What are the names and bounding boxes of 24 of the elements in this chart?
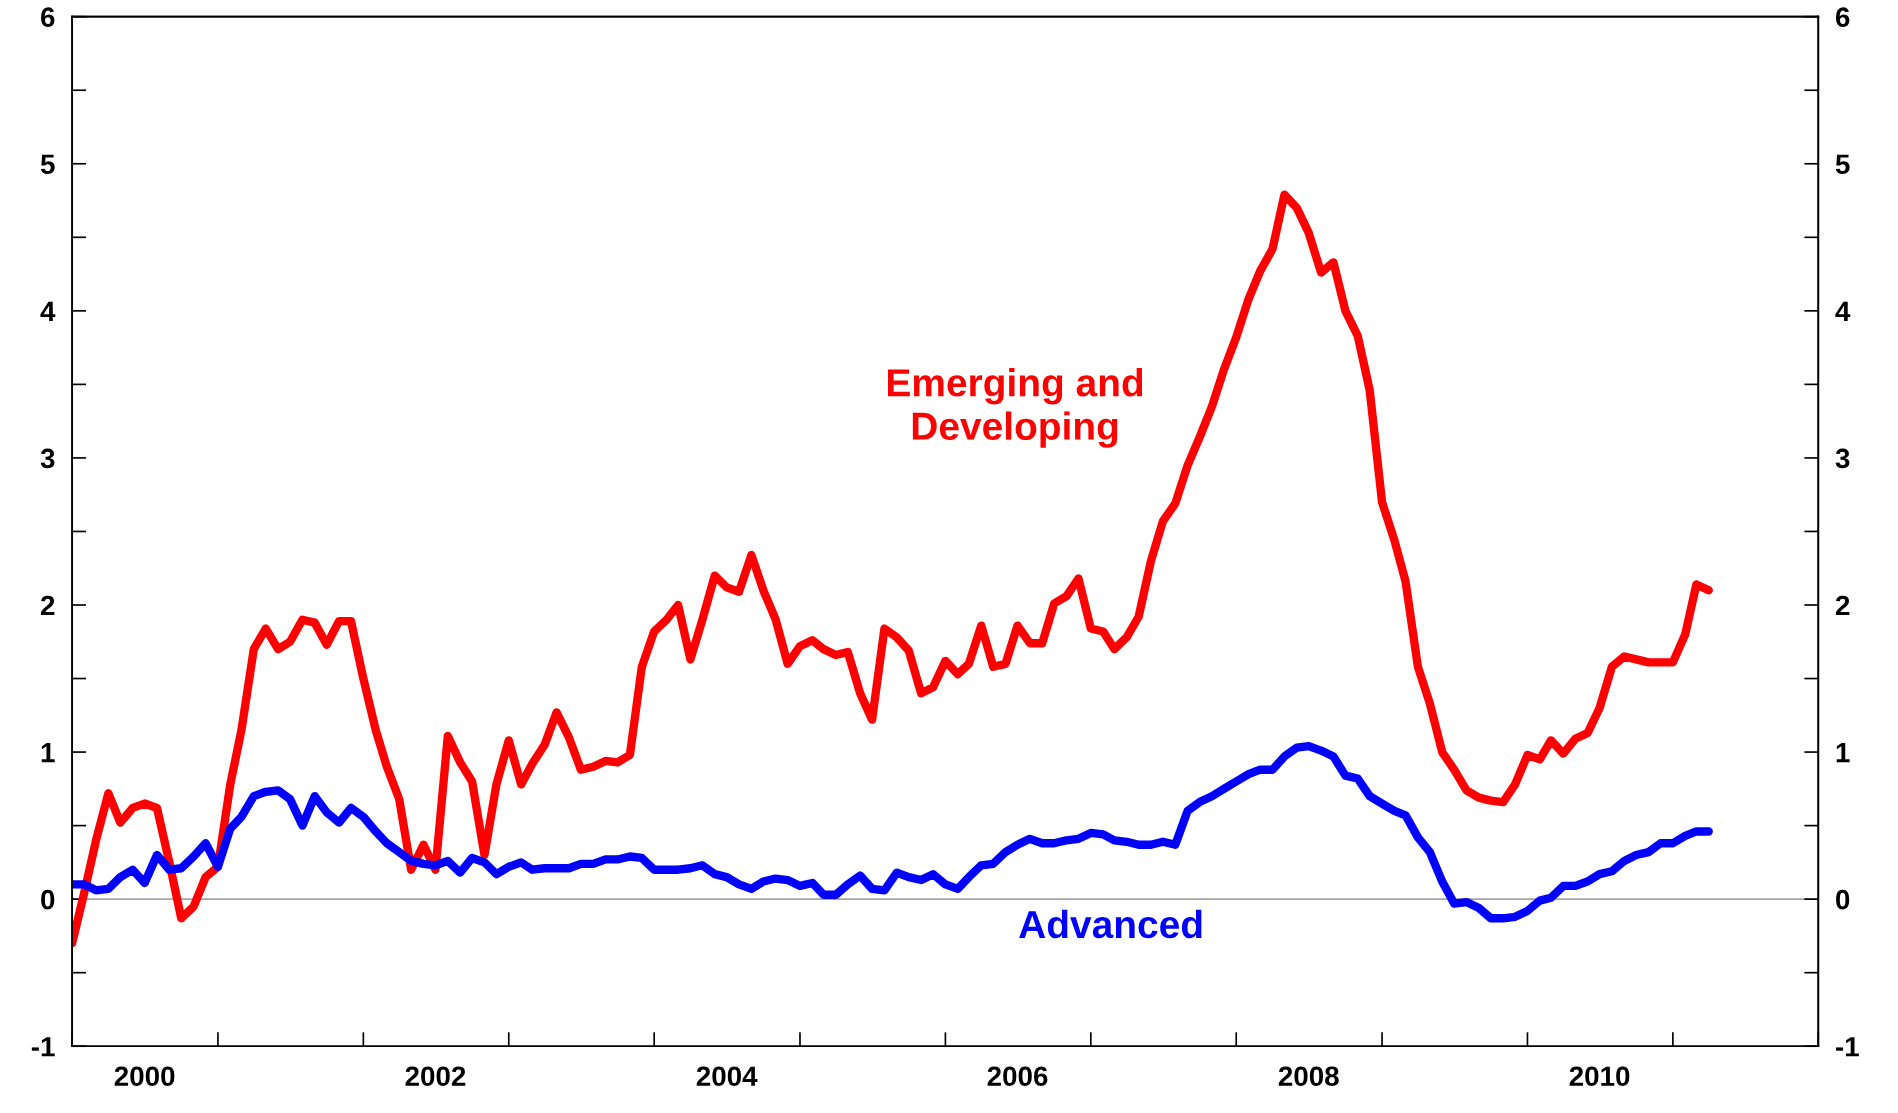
- x-tick-label: 2010: [1569, 1066, 1630, 1087]
- y-tick-label: 0: [41, 889, 55, 910]
- x-tick-label: 2006: [987, 1066, 1048, 1087]
- x-tick-label: 2008: [1278, 1066, 1339, 1087]
- x-tick-label: 2002: [405, 1066, 466, 1087]
- y2-tick-label: 5: [1835, 154, 1850, 175]
- y-tick-label: 4: [40, 301, 56, 321]
- y-tick-label: 2: [40, 595, 55, 616]
- y2-tick-label: 4: [1835, 301, 1851, 321]
- y-tick-label: 5: [40, 154, 55, 175]
- y2-tick-label: 2: [1835, 595, 1850, 616]
- y2-tick-label: 6: [1835, 7, 1850, 28]
- y2-tick-label: 3: [1835, 448, 1850, 469]
- y2-tick-label: -1: [1836, 1037, 1859, 1057]
- y-tick-label: 3: [40, 448, 55, 469]
- series-label: Advanced: [1019, 909, 1202, 939]
- series-label: Emerging and Developing: [888, 367, 1143, 448]
- y2-tick-label: 1: [1836, 743, 1850, 763]
- y-tick-label: 1: [41, 743, 55, 763]
- y2-tick-label: 0: [1836, 889, 1850, 910]
- y-tick-label: -1: [31, 1037, 55, 1057]
- x-tick-label: 2000: [114, 1066, 175, 1087]
- y-tick-label: 6: [41, 7, 55, 28]
- x-tick-label: 2004: [696, 1066, 758, 1087]
